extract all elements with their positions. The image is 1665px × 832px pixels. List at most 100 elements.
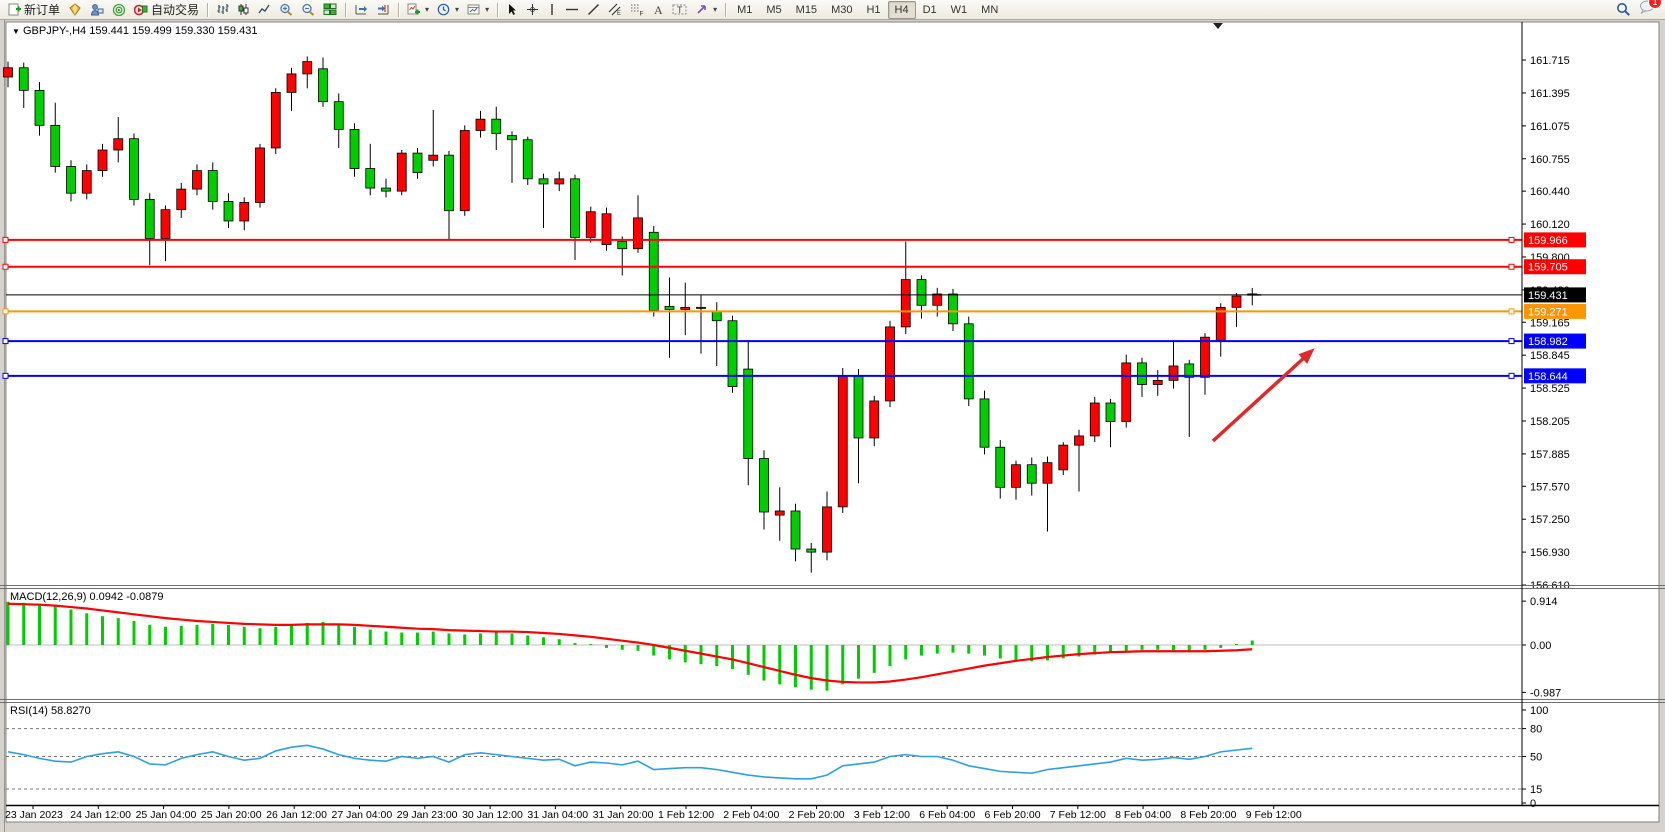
candle bbox=[522, 139, 533, 180]
line-handle[interactable] bbox=[2, 372, 9, 379]
chart-title-text: GBPJPY-,H4 159.441 159.499 159.330 159.4… bbox=[22, 25, 258, 37]
notifications-button[interactable]: 1 bbox=[1639, 0, 1662, 19]
line-handle[interactable] bbox=[1508, 338, 1515, 345]
timeframe-W1[interactable]: W1 bbox=[950, 3, 968, 16]
candle bbox=[774, 510, 785, 516]
signals-button[interactable] bbox=[108, 0, 130, 20]
add-indicator-button[interactable]: ▾ bbox=[403, 0, 433, 20]
auto-scroll-button[interactable] bbox=[350, 0, 372, 20]
svg-text:E: E bbox=[617, 11, 621, 16]
new-order-button[interactable]: 新订单 bbox=[4, 0, 64, 20]
clock-icon bbox=[437, 3, 450, 16]
autotrading-icon bbox=[134, 4, 148, 16]
timeframe-D1[interactable]: D1 bbox=[922, 3, 937, 16]
time-tick-label: 25 Jan 04:00 bbox=[136, 809, 197, 821]
time-tick-label: 24 Jan 12:00 bbox=[70, 809, 131, 821]
candle bbox=[711, 311, 722, 322]
line-handle[interactable] bbox=[1508, 372, 1515, 379]
time-tick-label: 27 Jan 04:00 bbox=[332, 809, 393, 821]
line-handle[interactable] bbox=[2, 338, 9, 345]
candlestick-chart-button[interactable] bbox=[233, 0, 254, 20]
time-tick-label: 7 Feb 12:00 bbox=[1050, 809, 1106, 821]
price-tick-label: 160.755 bbox=[1530, 154, 1570, 166]
line-handle[interactable] bbox=[1508, 236, 1515, 243]
price-tag-159.431: 159.431 bbox=[1524, 287, 1586, 303]
text-button[interactable]: A bbox=[648, 0, 668, 20]
cursor-icon bbox=[509, 4, 517, 15]
svg-text:0.00: 0.00 bbox=[1530, 640, 1551, 652]
time-tick-label: 29 Jan 23:00 bbox=[397, 809, 458, 821]
time-tick-label: 30 Jan 12:00 bbox=[462, 809, 523, 821]
line-handle[interactable] bbox=[1508, 263, 1515, 270]
line-handle[interactable] bbox=[2, 236, 9, 243]
line-handle[interactable] bbox=[1508, 308, 1515, 315]
time-tick-label: 31 Jan 20:00 bbox=[593, 809, 654, 821]
svg-text:159.431: 159.431 bbox=[1528, 290, 1568, 302]
candle bbox=[648, 231, 659, 311]
equidistant-channel-button[interactable]: E bbox=[604, 0, 626, 20]
arrows-icon bbox=[697, 5, 706, 14]
candle bbox=[1121, 362, 1132, 422]
vertical-line-button[interactable] bbox=[543, 0, 561, 20]
strategy-tester-button[interactable] bbox=[86, 0, 108, 20]
timeframe-M15[interactable]: M15 bbox=[795, 3, 818, 16]
templates-button[interactable]: ▾ bbox=[463, 0, 493, 20]
horizontal-line-button[interactable] bbox=[561, 0, 583, 20]
timeframe-H1[interactable]: H1 bbox=[866, 3, 881, 16]
autotrading-button[interactable]: 自动交易 bbox=[130, 0, 203, 20]
fibonacci-icon: F bbox=[631, 4, 644, 16]
zoom-in-button[interactable] bbox=[275, 0, 297, 20]
chart-shift-button[interactable] bbox=[372, 0, 394, 20]
line-chart-button[interactable] bbox=[254, 0, 275, 20]
market-depth-button[interactable] bbox=[64, 0, 86, 20]
fibonacci-button[interactable]: F bbox=[626, 0, 648, 20]
line-handle[interactable] bbox=[2, 308, 9, 315]
zoom-out-button[interactable] bbox=[297, 0, 319, 20]
timeframe-H4[interactable]: H4 bbox=[887, 0, 916, 19]
svg-text:80: 80 bbox=[1530, 724, 1542, 736]
arrows-button[interactable]: ▾ bbox=[691, 0, 721, 20]
trendline-button[interactable] bbox=[583, 0, 604, 20]
line-handle[interactable] bbox=[2, 263, 9, 270]
main-toolbar: 新订单 自动交易 ▾ ▾ bbox=[0, 0, 1665, 20]
tile-windows-button[interactable] bbox=[319, 0, 341, 20]
candle bbox=[1184, 363, 1195, 378]
dropdown-caret-icon: ▾ bbox=[425, 5, 430, 14]
candle bbox=[1137, 362, 1147, 385]
toolbar-separator bbox=[725, 2, 727, 17]
crosshair-icon bbox=[527, 4, 539, 15]
timeframe-M30[interactable]: M30 bbox=[831, 3, 853, 16]
candle bbox=[333, 101, 344, 130]
candle bbox=[207, 170, 218, 202]
candle bbox=[963, 323, 974, 400]
candle bbox=[570, 178, 580, 238]
bar-chart-button[interactable] bbox=[212, 0, 233, 20]
timeframe-bar: M1 M5 M15 M30 H1 H4 D1 W1 MN bbox=[730, 0, 1005, 19]
search-icon[interactable] bbox=[1616, 2, 1631, 17]
svg-text:15: 15 bbox=[1530, 784, 1542, 796]
candle bbox=[743, 368, 754, 459]
time-tick-label: 3 Feb 12:00 bbox=[854, 809, 910, 821]
chart-collapse-icon[interactable]: ▼ bbox=[12, 27, 20, 36]
trend-arrow[interactable] bbox=[1211, 348, 1315, 443]
macd-indicator-label: MACD(12,26,9) 0.0942 -0.0879 bbox=[10, 591, 164, 603]
bar-chart-icon bbox=[217, 4, 229, 14]
text-label-button[interactable]: T bbox=[668, 0, 691, 20]
price-tag-158.644: 158.644 bbox=[1524, 368, 1586, 384]
cursor-button[interactable] bbox=[502, 0, 522, 20]
candle bbox=[459, 130, 470, 212]
price-tick-label: 158.845 bbox=[1530, 350, 1570, 362]
auto-scroll-icon bbox=[355, 5, 368, 15]
timeframe-M5[interactable]: M5 bbox=[766, 3, 782, 16]
time-tick-label: 6 Feb 20:00 bbox=[985, 809, 1041, 821]
crosshair-button[interactable] bbox=[522, 0, 543, 20]
add-indicator-icon bbox=[407, 3, 421, 15]
timeframe-M1[interactable]: M1 bbox=[737, 3, 753, 16]
toolbar-separator bbox=[398, 2, 400, 17]
periods-button[interactable]: ▾ bbox=[433, 0, 463, 20]
dropdown-caret-icon: ▾ bbox=[713, 5, 718, 14]
timeframe-MN[interactable]: MN bbox=[981, 3, 999, 16]
hlines-layer bbox=[2, 236, 1522, 379]
price-tick-label: 156.610 bbox=[1530, 580, 1570, 592]
